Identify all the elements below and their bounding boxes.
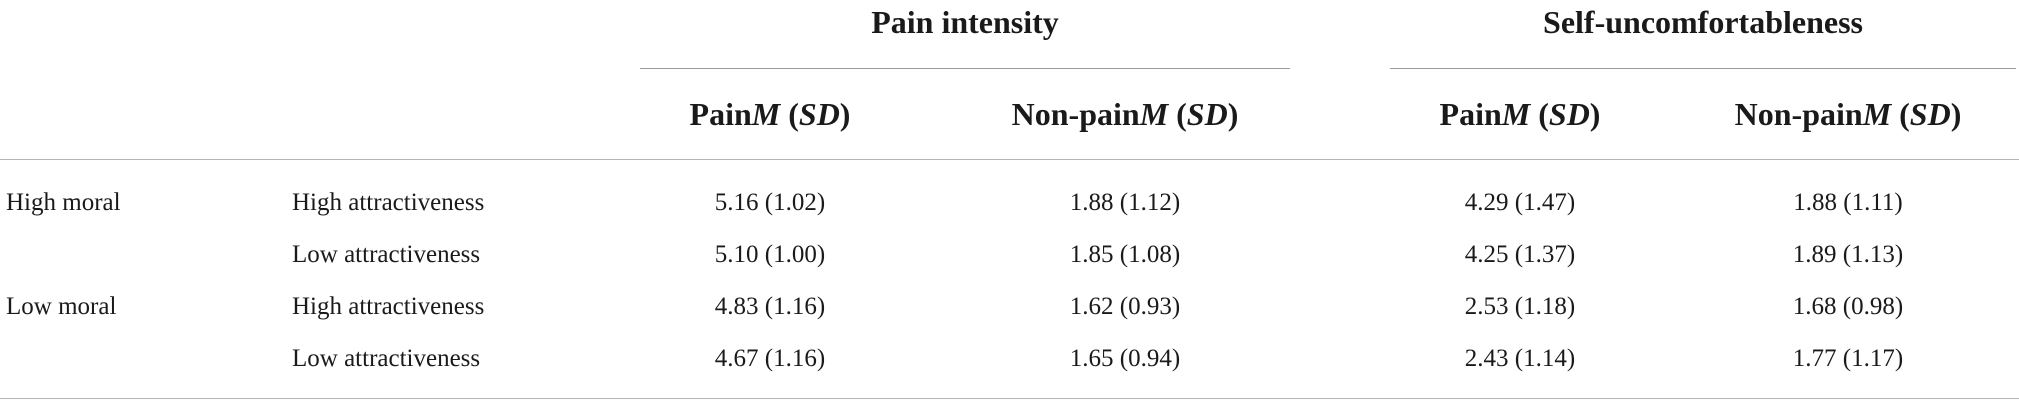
group-rule-self-uncomfortableness [1390, 68, 2016, 69]
table-cell: 1.62 (0.93) [1069, 293, 1181, 320]
group-rule-pain-intensity [640, 68, 1290, 69]
group-header-self-uncomfortableness: Self-uncomfortableness [1543, 4, 1863, 40]
row-group-label: Low moral [6, 293, 117, 320]
col-header-non-pain-1: Non-painM (SD) [1011, 96, 1239, 132]
table-bottom-rule [0, 398, 2019, 399]
table-cell: 1.89 (1.13) [1792, 241, 1904, 268]
table-cell: 2.43 (1.14) [1464, 345, 1576, 372]
row-condition-label: Low attractiveness [292, 241, 481, 268]
table-cell: 5.16 (1.02) [714, 189, 826, 216]
table-cell: 4.29 (1.47) [1464, 189, 1576, 216]
table-cell: 4.25 (1.37) [1464, 241, 1576, 268]
table-cell: 1.88 (1.12) [1069, 189, 1181, 216]
table-cell: 4.83 (1.16) [714, 293, 826, 320]
table-cell: 2.53 (1.18) [1464, 293, 1576, 320]
row-condition-label: High attractiveness [292, 293, 485, 320]
group-header-pain-intensity: Pain intensity [871, 4, 1059, 40]
table-cell: 1.77 (1.17) [1792, 345, 1904, 372]
row-condition-label: High attractiveness [292, 189, 485, 216]
table-cell: 1.88 (1.11) [1793, 189, 1903, 216]
table-cell: 1.65 (0.94) [1069, 345, 1181, 372]
table-cell: 4.67 (1.16) [714, 345, 826, 372]
row-condition-label: Low attractiveness [292, 345, 481, 372]
col-header-pain-1: PainM (SD) [689, 96, 851, 132]
table-cell: 5.10 (1.00) [714, 241, 826, 268]
col-header-non-pain-2: Non-painM (SD) [1734, 96, 1962, 132]
table-cell: 1.85 (1.08) [1069, 241, 1181, 268]
row-group-label: High moral [6, 189, 121, 216]
col-header-pain-2: PainM (SD) [1439, 96, 1601, 132]
table-cell: 1.68 (0.98) [1792, 293, 1904, 320]
header-rule [0, 159, 2019, 160]
